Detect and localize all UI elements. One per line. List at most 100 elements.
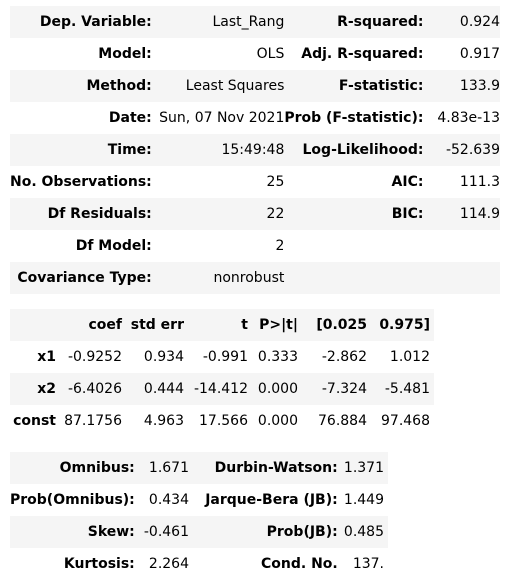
- column-header-std-err: std err: [130, 316, 184, 333]
- summary-row-method: Method: Least Squares F-statistic: 133.9: [10, 70, 500, 102]
- summary-value: 0.917: [459, 45, 500, 62]
- summary-label: Df Residuals:: [47, 205, 152, 222]
- t-value: -14.412: [193, 380, 248, 397]
- coef-value: -0.9252: [67, 348, 122, 365]
- diagnostic-value: 1.671: [148, 459, 189, 476]
- summary-value: 15:49:48: [221, 141, 285, 158]
- diagnostics-row-prob-omnibus: Prob(Omnibus): 0.434 Jarque-Bera (JB): 1…: [10, 484, 388, 516]
- diagnostic-label: Prob(Omnibus):: [10, 491, 135, 508]
- summary-label: BIC:: [391, 205, 424, 222]
- p-value: 0.000: [257, 380, 298, 397]
- column-header-t: t: [241, 316, 248, 333]
- std-err-value: 0.934: [143, 348, 184, 365]
- diagnostic-label: Cond. No.: [261, 555, 338, 572]
- summary-label: Date:: [108, 109, 152, 126]
- ci-upper-value: 1.012: [389, 348, 430, 365]
- diagnostic-label: Omnibus:: [59, 459, 135, 476]
- variable-name: x2: [37, 380, 56, 397]
- summary-label: Log-Likelihood:: [302, 141, 424, 158]
- column-header-ci-lower: [0.025: [316, 316, 367, 333]
- summary-row-date: Date: Sun, 07 Nov 2021 Prob (F-statistic…: [10, 102, 500, 134]
- p-value: 0.000: [257, 412, 298, 429]
- ci-lower-value: 76.884: [318, 412, 367, 429]
- diagnostic-label: Prob(JB):: [266, 523, 338, 540]
- summary-label: Method:: [86, 77, 152, 94]
- ci-lower-value: -2.862: [321, 348, 367, 365]
- summary-label: Time:: [107, 141, 152, 158]
- summary-value: [423, 262, 500, 294]
- summary-value: Sun, 07 Nov 2021: [159, 109, 285, 126]
- model-summary-table: Dep. Variable: Last_Rang R-squared: 0.92…: [10, 6, 500, 294]
- summary-label: Dep. Variable:: [39, 13, 152, 30]
- diagnostic-value: 1.449: [343, 491, 384, 508]
- summary-label: F-statistic:: [338, 77, 424, 94]
- diagnostic-label: Kurtosis:: [63, 555, 135, 572]
- coefficients-table: coef std err t P>|t| [0.025 0.975] x1 -0…: [10, 309, 434, 437]
- diagnostic-value: 0.485: [343, 523, 384, 540]
- variable-name: const: [13, 412, 56, 429]
- summary-value: 2: [275, 237, 285, 254]
- std-err-value: 4.963: [143, 412, 184, 429]
- summary-value: 0.924: [459, 13, 500, 30]
- summary-value: nonrobust: [213, 269, 285, 286]
- column-header-ci-upper: 0.975]: [379, 316, 430, 333]
- column-header-p-value: P>|t|: [259, 316, 298, 333]
- coefficient-row-x1: x1 -0.9252 0.934 -0.991 0.333 -2.862 1.0…: [10, 341, 434, 373]
- variable-name: x1: [37, 348, 56, 365]
- summary-value: 111.3: [459, 173, 500, 190]
- diagnostics-row-kurtosis: Kurtosis: 2.264 Cond. No. 137.: [10, 548, 388, 580]
- summary-value: OLS: [256, 45, 285, 62]
- diagnostic-value: 0.434: [148, 491, 189, 508]
- diagnostics-table: Omnibus: 1.671 Durbin-Watson: 1.371 Prob…: [10, 452, 388, 580]
- diagnostic-value: 137.: [352, 555, 384, 572]
- summary-row-time: Time: 15:49:48 Log-Likelihood: -52.639: [10, 134, 500, 166]
- diagnostic-label: Skew:: [87, 523, 135, 540]
- summary-row-covariance: Covariance Type: nonrobust: [10, 262, 500, 294]
- column-header: [10, 309, 60, 341]
- coef-value: -6.4026: [67, 380, 122, 397]
- summary-label: Adj. R-squared:: [301, 45, 424, 62]
- ci-upper-value: -5.481: [384, 380, 430, 397]
- summary-label: R-squared:: [337, 13, 424, 30]
- diagnostic-value: 2.264: [148, 555, 189, 572]
- p-value: 0.333: [257, 348, 298, 365]
- summary-label: Df Model:: [75, 237, 152, 254]
- diagnostic-value: 1.371: [343, 459, 384, 476]
- summary-value: 4.83e-13: [437, 109, 500, 126]
- coefficient-row-x2: x2 -6.4026 0.444 -14.412 0.000 -7.324 -5…: [10, 373, 434, 405]
- diagnostic-label: Durbin-Watson:: [214, 459, 338, 476]
- std-err-value: 0.444: [143, 380, 184, 397]
- ci-upper-value: 97.468: [381, 412, 430, 429]
- summary-value: -52.639: [445, 141, 500, 158]
- summary-row-df-model: Df Model: 2: [10, 230, 500, 262]
- t-value: -0.991: [202, 348, 248, 365]
- summary-row-observations: No. Observations: 25 AIC: 111.3: [10, 166, 500, 198]
- diagnostic-label: Jarque-Bera (JB):: [205, 491, 338, 508]
- summary-label: No. Observations:: [10, 173, 152, 190]
- summary-label: [284, 262, 423, 294]
- ci-lower-value: -7.324: [321, 380, 367, 397]
- summary-label: [284, 230, 423, 262]
- summary-label: AIC:: [391, 173, 424, 190]
- summary-row-df-residuals: Df Residuals: 22 BIC: 114.9: [10, 198, 500, 230]
- summary-label: Prob (F-statistic):: [284, 109, 424, 126]
- column-header-coef: coef: [88, 316, 122, 333]
- summary-value: [423, 230, 500, 262]
- diagnostic-value: -0.461: [143, 523, 189, 540]
- summary-row-model: Model: OLS Adj. R-squared: 0.917: [10, 38, 500, 70]
- summary-label: Covariance Type:: [17, 269, 152, 286]
- summary-value: 133.9: [459, 77, 500, 94]
- summary-value: 25: [266, 173, 285, 190]
- summary-value: 22: [266, 205, 285, 222]
- summary-value: 114.9: [459, 205, 500, 222]
- summary-value: Least Squares: [185, 77, 285, 94]
- coefficient-row-const: const 87.1756 4.963 17.566 0.000 76.884 …: [10, 405, 434, 437]
- coef-value: 87.1756: [64, 412, 122, 429]
- diagnostics-row-skew: Skew: -0.461 Prob(JB): 0.485: [10, 516, 388, 548]
- t-value: 17.566: [199, 412, 248, 429]
- summary-label: Model:: [98, 45, 152, 62]
- diagnostics-row-omnibus: Omnibus: 1.671 Durbin-Watson: 1.371: [10, 452, 388, 484]
- summary-row-dep-variable: Dep. Variable: Last_Rang R-squared: 0.92…: [10, 6, 500, 38]
- summary-value: Last_Rang: [212, 13, 285, 30]
- coefficients-header-row: coef std err t P>|t| [0.025 0.975]: [10, 309, 434, 341]
